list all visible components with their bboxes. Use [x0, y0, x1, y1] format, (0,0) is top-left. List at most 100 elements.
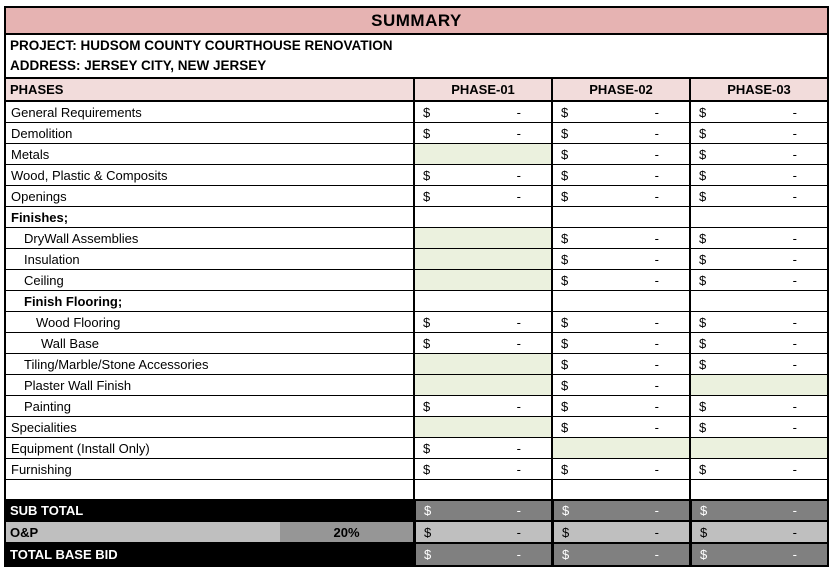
- currency-symbol: $: [561, 251, 569, 267]
- sub-total-phase-2-cell[interactable]: $ -: [551, 501, 689, 520]
- phase-2-cell[interactable]: $ -: [551, 249, 689, 269]
- phase-1-cell[interactable]: $ -: [413, 102, 551, 122]
- empty-amount: -: [654, 167, 659, 183]
- currency-symbol: $: [561, 398, 569, 414]
- phase-1-cell[interactable]: $ -: [413, 438, 551, 458]
- phase-3-cell[interactable]: $ -: [689, 354, 827, 374]
- currency-symbol: $: [562, 547, 570, 562]
- phase-3-cell[interactable]: $ -: [689, 123, 827, 143]
- empty-phase-1-cell[interactable]: [413, 480, 551, 499]
- phase-3-cell[interactable]: $ -: [689, 459, 827, 479]
- empty-amount: -: [654, 461, 659, 477]
- phase-2-cell[interactable]: [551, 207, 689, 227]
- currency-symbol: $: [562, 524, 570, 540]
- o-and-p-phase-2-cell[interactable]: $ -: [551, 522, 689, 542]
- currency-symbol: $: [699, 146, 707, 162]
- phase-2-cell[interactable]: $ -: [551, 270, 689, 290]
- sub-total-phase-3-cell[interactable]: $ -: [689, 501, 827, 520]
- phase-1-cell[interactable]: [413, 291, 551, 311]
- phase-1-cell[interactable]: [413, 249, 551, 269]
- phase-2-cell[interactable]: [551, 291, 689, 311]
- phase-3-cell[interactable]: $ -: [689, 144, 827, 164]
- phase-1-cell[interactable]: $ -: [413, 312, 551, 332]
- currency-symbol: $: [699, 314, 707, 330]
- empty-row: [6, 480, 827, 501]
- phase-1-cell[interactable]: $ -: [413, 333, 551, 353]
- phase-1-cell[interactable]: [413, 207, 551, 227]
- total-base-bid-phase-3-cell[interactable]: $ -: [689, 544, 827, 565]
- table-row: Metals $ - $ -: [6, 144, 827, 165]
- phase-1-cell[interactable]: [413, 270, 551, 290]
- phase-3-cell[interactable]: [689, 207, 827, 227]
- phase-3-cell[interactable]: $ -: [689, 165, 827, 185]
- empty-phase-3-cell[interactable]: [689, 480, 827, 499]
- empty-amount: -: [654, 398, 659, 414]
- phase-1-cell[interactable]: $ -: [413, 396, 551, 416]
- column-header-phase-01: PHASE-01: [413, 79, 551, 100]
- currency-symbol: $: [561, 314, 569, 330]
- phase-1-cell[interactable]: [413, 228, 551, 248]
- phase-3-cell[interactable]: $ -: [689, 417, 827, 437]
- phase-1-cell[interactable]: $ -: [413, 165, 551, 185]
- phase-2-cell[interactable]: $ -: [551, 228, 689, 248]
- phase-2-cell[interactable]: $ -: [551, 459, 689, 479]
- total-base-bid-phase-2-cell[interactable]: $ -: [551, 544, 689, 565]
- phase-2-cell[interactable]: $ -: [551, 417, 689, 437]
- empty-amount: -: [792, 547, 797, 562]
- table-row: Furnishing $ - $ - $ -: [6, 459, 827, 480]
- empty-amount: -: [654, 547, 659, 562]
- table-row: Specialities $ - $ -: [6, 417, 827, 438]
- row-label: Ceiling: [24, 272, 64, 288]
- currency-symbol: $: [699, 419, 707, 435]
- currency-symbol: $: [699, 251, 707, 267]
- currency-symbol: $: [699, 125, 707, 141]
- sub-total-phase-1-cell[interactable]: $ -: [413, 501, 551, 520]
- phase-2-cell[interactable]: $ -: [551, 312, 689, 332]
- phase-2-cell[interactable]: $ -: [551, 375, 689, 395]
- total-base-bid-phase-1-cell[interactable]: $ -: [413, 544, 551, 565]
- phase-1-cell[interactable]: [413, 375, 551, 395]
- empty-amount: -: [792, 503, 797, 518]
- phase-1-cell[interactable]: [413, 354, 551, 374]
- currency-symbol: $: [699, 398, 707, 414]
- phase-3-cell[interactable]: $ -: [689, 312, 827, 332]
- empty-amount: -: [792, 356, 797, 372]
- phase-1-cell[interactable]: [413, 144, 551, 164]
- phase-1-cell[interactable]: $ -: [413, 123, 551, 143]
- o-and-p-phase-1-cell[interactable]: $ -: [413, 522, 551, 542]
- currency-symbol: $: [699, 335, 707, 351]
- o-and-p-phase-3-cell[interactable]: $ -: [689, 522, 827, 542]
- project-info-block: PROJECT: HUDSOM COUNTY COURTHOUSE RENOVA…: [6, 35, 827, 79]
- phase-2-cell[interactable]: $ -: [551, 102, 689, 122]
- phase-2-cell[interactable]: $ -: [551, 333, 689, 353]
- phase-3-cell[interactable]: [689, 291, 827, 311]
- phase-3-cell[interactable]: $ -: [689, 102, 827, 122]
- empty-phase-2-cell[interactable]: [551, 480, 689, 499]
- empty-amount: -: [516, 314, 521, 330]
- phase-1-cell[interactable]: $ -: [413, 459, 551, 479]
- phase-2-cell[interactable]: $ -: [551, 186, 689, 206]
- phase-2-cell[interactable]: $ -: [551, 165, 689, 185]
- phase-1-cell[interactable]: $ -: [413, 186, 551, 206]
- phase-1-cell[interactable]: [413, 417, 551, 437]
- currency-symbol: $: [699, 167, 707, 183]
- phase-3-cell[interactable]: [689, 438, 827, 458]
- phase-3-cell[interactable]: $ -: [689, 270, 827, 290]
- phase-2-cell[interactable]: $ -: [551, 354, 689, 374]
- phase-3-cell[interactable]: [689, 375, 827, 395]
- phase-2-cell[interactable]: $ -: [551, 144, 689, 164]
- o-and-p-rate-cell[interactable]: 20%: [280, 522, 413, 542]
- phase-2-cell[interactable]: $ -: [551, 396, 689, 416]
- empty-amount: -: [654, 356, 659, 372]
- phase-3-cell[interactable]: $ -: [689, 228, 827, 248]
- phase-2-cell[interactable]: [551, 438, 689, 458]
- table-row: Wall Base $ - $ - $ -: [6, 333, 827, 354]
- phase-3-cell[interactable]: $ -: [689, 249, 827, 269]
- phase-2-cell[interactable]: $ -: [551, 123, 689, 143]
- phase-3-cell[interactable]: $ -: [689, 333, 827, 353]
- row-label: General Requirements: [11, 104, 142, 120]
- phase-3-cell[interactable]: $ -: [689, 186, 827, 206]
- currency-symbol: $: [423, 398, 431, 414]
- phase-3-cell[interactable]: $ -: [689, 396, 827, 416]
- empty-label-cell[interactable]: [6, 480, 413, 499]
